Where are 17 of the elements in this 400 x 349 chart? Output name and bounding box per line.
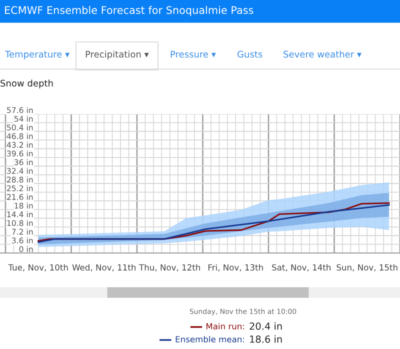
text: Gusts xyxy=(238,50,262,58)
text: Temperature ▾ xyxy=(4,50,70,60)
legend-label: Ensemble mean: xyxy=(176,336,244,342)
text: Precipitation ▾ xyxy=(86,50,149,60)
text: Pressure ▾ xyxy=(170,50,216,58)
text: Severe weather ▾ xyxy=(284,50,362,58)
text: 18.6 in xyxy=(250,335,282,343)
x-tick-label: Sat, Nov, 14th xyxy=(272,264,330,272)
x-tick-label: Fri, Nov, 13th xyxy=(208,264,263,272)
legend-label: Main run: xyxy=(206,322,244,330)
chart-title: ECMWF Ensemble Forecast for Snoqualmie Pass xyxy=(5,6,254,16)
chart-subtitle: Snow depth xyxy=(0,80,53,88)
x-tick-label: Wed, Nov, 11th xyxy=(72,264,136,272)
text: 20.4 in xyxy=(250,322,282,330)
x-tick-label: Sun, Nov, 15th xyxy=(336,264,398,272)
x-tick-label: Tue, Nov, 10th xyxy=(8,264,68,272)
x-tick-label: Thu, Nov, 12th xyxy=(139,264,200,272)
